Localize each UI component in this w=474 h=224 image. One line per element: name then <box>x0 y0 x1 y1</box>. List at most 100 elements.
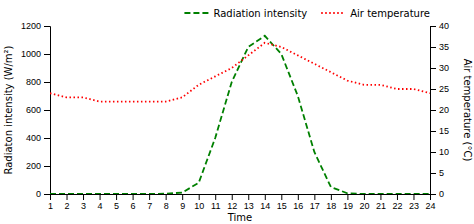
tick-label: 12 <box>227 201 237 211</box>
tick-label: 23 <box>409 201 419 211</box>
x-axis: 123456789101112131415161718192021222324 <box>48 194 436 211</box>
tick-label: 0 <box>439 189 444 199</box>
tick-label: 10 <box>439 147 449 157</box>
tick-label: 8 <box>164 201 169 211</box>
tick-mark <box>166 194 167 200</box>
tick-label: 15 <box>277 201 287 211</box>
tick-label: 35 <box>439 42 449 52</box>
x-axis-title: Time <box>227 212 252 223</box>
tick: 1 <box>48 194 53 211</box>
tick: 24 <box>425 194 435 211</box>
tick-label: 4 <box>98 201 103 211</box>
tick: 15 <box>430 126 449 136</box>
tick-mark <box>281 194 282 200</box>
tick: 13 <box>244 194 254 211</box>
tick: 18 <box>326 194 336 211</box>
tick-label: 3 <box>81 201 86 211</box>
axis-line <box>51 195 431 201</box>
tick-mark <box>44 194 50 195</box>
legend-label: Air temperature <box>350 8 430 19</box>
tick: 35 <box>430 42 449 52</box>
tick: 0 <box>430 189 444 199</box>
tick-label: 6 <box>131 201 136 211</box>
tick-label: 200 <box>26 161 41 171</box>
tick-mark <box>100 194 101 200</box>
tick: 11 <box>211 194 220 211</box>
tick-label: 14 <box>260 201 270 211</box>
tick-mark <box>331 194 332 200</box>
tick: 600 <box>26 105 50 115</box>
tick-label: 5 <box>439 168 444 178</box>
tick-label: 13 <box>244 201 254 211</box>
axis-line <box>44 27 51 195</box>
y-axis: 020040060080010001200 <box>21 21 51 199</box>
legend-swatch <box>184 12 208 14</box>
tick: 40 <box>430 21 449 31</box>
tick: 5 <box>114 194 119 211</box>
tick-mark <box>430 26 436 27</box>
tick-mark <box>83 194 84 200</box>
tick: 20 <box>430 105 449 115</box>
series-line <box>50 43 430 102</box>
tick: 400 <box>26 133 50 143</box>
legend-item: Radiation intensity <box>184 8 307 19</box>
tick-label: 1200 <box>21 21 41 31</box>
tick-mark <box>347 194 348 200</box>
tick-label: 16 <box>293 201 303 211</box>
tick: 15 <box>277 194 287 211</box>
tick: 23 <box>409 194 419 211</box>
tick-mark <box>397 194 398 200</box>
tick: 19 <box>343 194 353 211</box>
tick: 10 <box>194 194 204 211</box>
tick-label: 21 <box>376 201 386 211</box>
tick-label: 40 <box>439 21 449 31</box>
tick-label: 600 <box>26 105 41 115</box>
tick: 1000 <box>21 49 50 59</box>
tick-mark <box>199 194 200 200</box>
tick: 5 <box>430 168 444 178</box>
tick-label: 25 <box>439 84 449 94</box>
legend-label: Radiation intensity <box>213 8 307 19</box>
legend: Radiation intensity Air temperature <box>184 8 430 19</box>
tick: 1200 <box>21 21 50 31</box>
tick-label: 24 <box>425 201 435 211</box>
tick: 21 <box>376 194 386 211</box>
tick: 22 <box>392 194 402 211</box>
tick-mark <box>116 194 117 200</box>
y2-axis-title: Air temperature (°C) <box>462 59 473 162</box>
tick-label: 7 <box>147 201 152 211</box>
tick-mark <box>380 194 381 200</box>
tick-mark <box>248 194 249 200</box>
tick: 200 <box>26 161 50 171</box>
tick: 9 <box>180 194 185 211</box>
tick-mark <box>44 54 50 55</box>
tick-mark <box>149 194 150 200</box>
tick-mark <box>298 194 299 200</box>
tick-mark <box>44 166 50 167</box>
tick-label: 9 <box>180 201 185 211</box>
tick-label: 30 <box>439 63 449 73</box>
lines <box>50 36 430 194</box>
tick-mark <box>314 194 315 200</box>
tick-mark <box>430 173 436 174</box>
tick: 10 <box>430 147 449 157</box>
tick-label: 800 <box>26 77 41 87</box>
tick: 25 <box>430 84 449 94</box>
tick-label: 17 <box>310 201 320 211</box>
tick: 4 <box>98 194 103 211</box>
tick: 14 <box>260 194 270 211</box>
tick-mark <box>265 194 266 200</box>
tick-label: 20 <box>359 201 369 211</box>
tick-mark <box>215 194 216 200</box>
tick-label: 18 <box>326 201 336 211</box>
y-axis-title: Radiaton intensity (W/m²) <box>3 45 14 174</box>
tick: 12 <box>227 194 237 211</box>
tick-label: 11 <box>211 201 220 211</box>
tick-mark <box>430 110 436 111</box>
tick-label: 2 <box>65 201 70 211</box>
tick: 8 <box>164 194 169 211</box>
tick-mark <box>364 194 365 200</box>
tick-mark <box>133 194 134 200</box>
tick-label: 20 <box>439 105 449 115</box>
axis-line <box>431 27 437 195</box>
